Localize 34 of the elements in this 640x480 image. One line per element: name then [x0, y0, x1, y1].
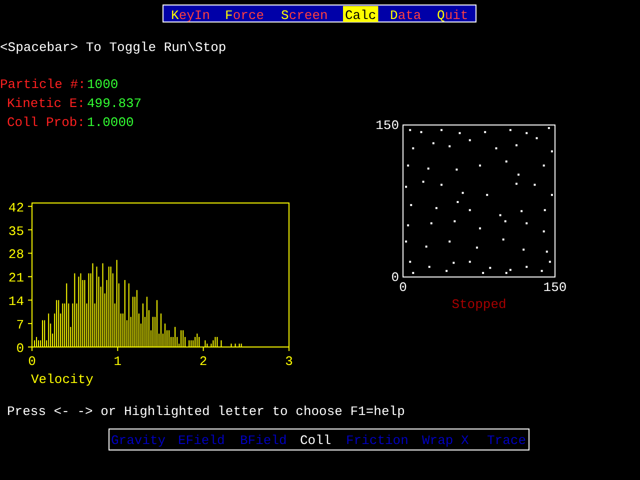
text: Trace — [487, 433, 526, 448]
text: Gravity — [111, 433, 166, 448]
y-tick-label: 35 — [8, 224, 24, 239]
text: Coll Prob: — [7, 115, 86, 130]
text: 1000 — [87, 77, 118, 92]
text: BField — [240, 433, 287, 448]
x-axis-title: Velocity — [31, 372, 94, 387]
text: Stopped — [452, 297, 506, 312]
text: Data — [390, 8, 422, 23]
text: Coll — [300, 433, 332, 448]
text: EField — [178, 433, 225, 448]
x-tick-label: 2 — [199, 354, 208, 369]
y-tick-label: 42 — [8, 200, 24, 216]
y-tick-label: 0 — [16, 341, 24, 356]
y-tick-label: 7 — [16, 318, 24, 333]
text: 1.0000 — [87, 115, 134, 130]
text: Screen — [281, 8, 328, 23]
text: 499.837 — [87, 96, 142, 111]
text: Wrap X — [422, 433, 470, 448]
text: Force — [225, 8, 264, 23]
text: Friction — [346, 433, 408, 448]
text: Press <- -> or Highlighted letter to choose F1=help — [7, 404, 405, 419]
text: Kinetic E: — [7, 96, 86, 111]
y-tick-label: 14 — [8, 294, 24, 310]
x-tick-label: 3 — [285, 354, 293, 369]
x-tick-label: 1 — [114, 354, 122, 369]
text: Particle #: — [0, 77, 86, 92]
text: Calc — [345, 8, 376, 23]
text: Quit — [437, 8, 468, 23]
text: KeyIn — [171, 8, 210, 23]
text: <Spacebar> To Toggle Run\Stop — [0, 40, 226, 55]
y-tick-label: 28 — [8, 247, 24, 262]
y-tick-label: 21 — [8, 270, 24, 286]
x-tick-label: 0 — [28, 354, 36, 369]
